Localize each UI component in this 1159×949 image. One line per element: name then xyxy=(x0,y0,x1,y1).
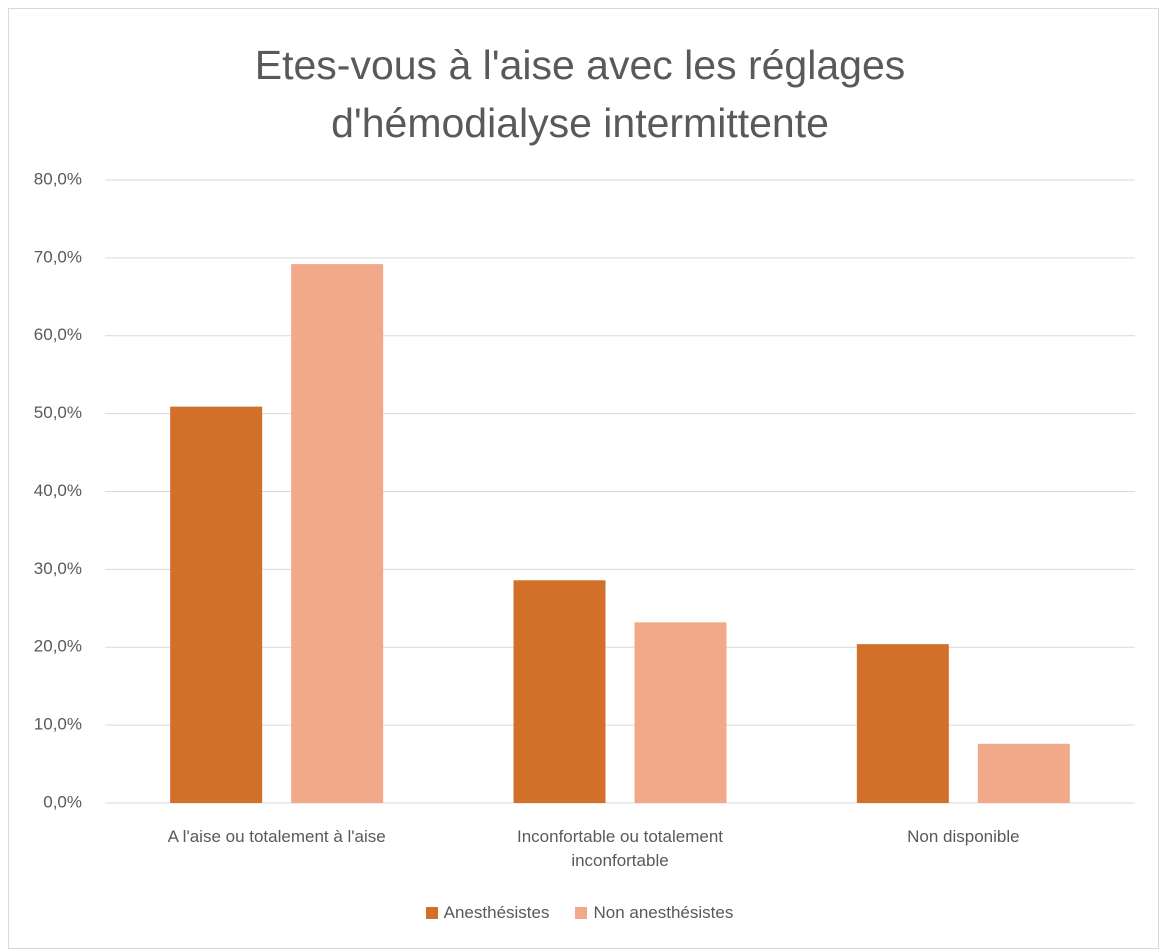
bar xyxy=(856,644,949,803)
legend-label: Non anesthésistes xyxy=(593,903,734,922)
x-tick-label: Inconfortable ou totalement inconfortabl… xyxy=(516,827,724,870)
bar xyxy=(977,743,1070,803)
x-tick-label: A l'aise ou totalement à l'aise xyxy=(167,827,386,846)
x-tick-label: Non disponible xyxy=(907,827,1020,846)
y-tick-label: 0,0% xyxy=(43,792,82,811)
legend-item: Non anesthésistes xyxy=(575,903,733,923)
bar xyxy=(291,264,384,804)
legend-swatch xyxy=(425,907,438,919)
y-tick-label: 40,0% xyxy=(34,481,82,500)
legend-item: Anesthésistes xyxy=(425,903,550,923)
y-tick-label: 30,0% xyxy=(34,559,82,578)
y-tick-label: 20,0% xyxy=(34,637,82,656)
legend-swatch xyxy=(575,907,588,919)
bar xyxy=(513,580,606,803)
legend: Anesthésistes Non anesthésistes xyxy=(0,903,1159,923)
y-tick-label: 50,0% xyxy=(34,403,82,422)
y-tick-label: 70,0% xyxy=(34,247,82,266)
legend-label: Anesthésistes xyxy=(443,903,550,922)
y-tick-label: 80,0% xyxy=(34,169,82,188)
bar xyxy=(634,622,727,803)
y-tick-label: 60,0% xyxy=(34,325,82,344)
y-tick-label: 10,0% xyxy=(34,715,82,734)
bar xyxy=(170,406,263,803)
chart-title: Etes-vous à l'aise avec les réglages d'h… xyxy=(254,42,906,146)
